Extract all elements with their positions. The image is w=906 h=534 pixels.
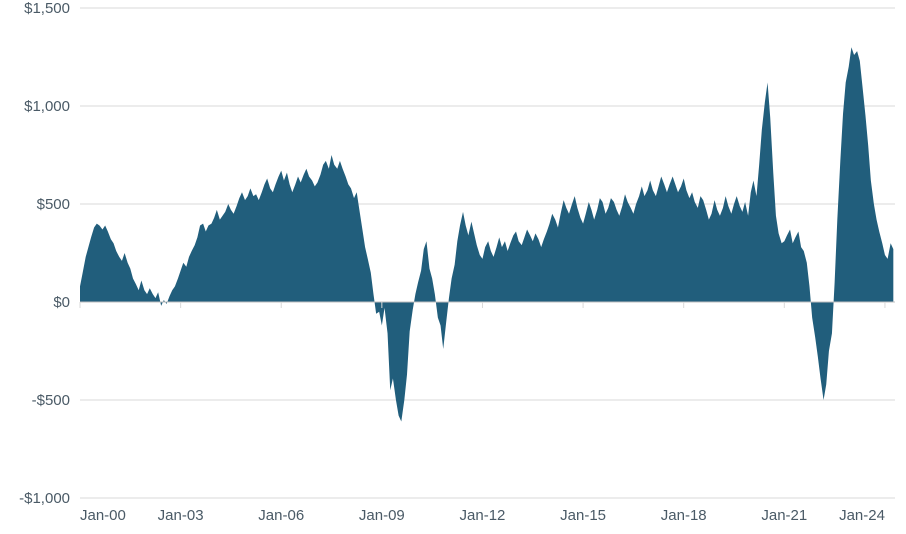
area-chart: $1,500 $1,000 $500 $0 -$500 -$1,000 Jan-00 Jan-… bbox=[0, 0, 906, 534]
chart-canvas: $1,500 $1,000 $500 $0 -$500 -$1,000 Jan-00 Jan-… bbox=[0, 0, 906, 534]
x-axis-label: Jan-24 bbox=[839, 507, 885, 524]
y-axis-label: $0 bbox=[53, 294, 70, 311]
x-axis-label: Jan-03 bbox=[158, 507, 204, 524]
y-axis-label: -$1,000 bbox=[19, 490, 70, 507]
y-axis-label: -$500 bbox=[32, 392, 70, 409]
x-axis-label: Jan-21 bbox=[761, 507, 807, 524]
y-axis-label: $1,500 bbox=[24, 0, 70, 17]
x-axis-label: Jan-00 bbox=[80, 507, 126, 524]
x-axis-label: Jan-06 bbox=[258, 507, 304, 524]
y-axis-label: $500 bbox=[37, 196, 70, 213]
x-axis-label: Jan-15 bbox=[560, 507, 606, 524]
x-axis-label: Jan-12 bbox=[460, 507, 506, 524]
area-series bbox=[80, 47, 893, 421]
y-axis-label: $1,000 bbox=[24, 98, 70, 115]
x-axis-label: Jan-09 bbox=[359, 507, 405, 524]
x-axis-label: Jan-18 bbox=[661, 507, 707, 524]
